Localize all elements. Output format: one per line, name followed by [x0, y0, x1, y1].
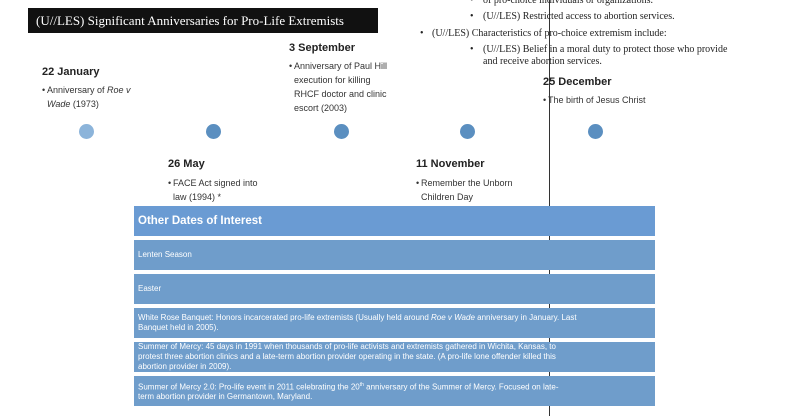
event-text: Remember the Unborn [416, 176, 513, 190]
background-text: and receive abortion services. [483, 56, 602, 67]
event-date: 25 December [543, 76, 612, 88]
event-date: 3 September [289, 42, 356, 54]
timeline-dot [78, 124, 94, 139]
text-run: Roe v Wade [431, 313, 475, 322]
table-row: Lenten Season [134, 240, 655, 270]
text-run: protest three abortion clinics and a lat… [138, 352, 556, 361]
text-run: Children Day [421, 192, 474, 202]
text-run: (1973) [70, 99, 99, 109]
text-run: th [359, 381, 364, 388]
text-run: RHCF doctor and clinic [294, 89, 387, 99]
event-text: Anniversary of Paul Hill [289, 59, 388, 73]
background-text: (U//LES) Restricted access to abortion s… [470, 11, 675, 23]
text-run: Lenten Season [138, 250, 192, 259]
text-run: term abortion provider in Germantown, Ma… [138, 392, 313, 402]
text-run: White Rose Banquet: Honors incarcerated … [138, 313, 432, 322]
text-run: abortion provider in 2009). [138, 362, 232, 371]
background-text: (U//LES) Belief in a moral duty to prote… [470, 44, 727, 56]
text-run: law (1994) * [173, 192, 222, 202]
row-line: protest three abortion clinics and a lat… [138, 352, 651, 362]
event-text: law (1994) * [173, 190, 221, 204]
timeline-dot [587, 124, 603, 139]
text-run: Summer of Mercy 2.0: Pro-life event in 2… [138, 382, 360, 392]
text-run: Easter [138, 284, 162, 293]
event-text: Wade (1973) [47, 97, 99, 111]
table-row: White Rose Banquet: Honors incarcerated … [134, 308, 655, 338]
table-title: Other Dates of Interest [134, 206, 655, 236]
row-line: Summer of Mercy 2.0: Pro-life event in 2… [138, 380, 651, 393]
background-text: of pro-choice individuals or organizatio… [470, 0, 653, 7]
event-date: 26 May [168, 158, 205, 170]
row-line: term abortion provider in Germantown, Ma… [138, 392, 651, 402]
event-date: 22 January [42, 66, 100, 78]
text-run: Summer of Mercy: 45 days in 1991 when th… [138, 342, 556, 351]
text-run: Anniversary of Paul Hill [294, 61, 388, 71]
event-text: RHCF doctor and clinic [294, 87, 387, 101]
timeline-dot [333, 124, 349, 139]
background-text: (U//LES) Characteristics of pro-choice e… [420, 28, 667, 40]
text-run: Remember the Unborn [421, 178, 513, 188]
event-text: Children Day [421, 190, 473, 204]
text-run: Banquet held in 2005). [138, 323, 219, 332]
text-run: Roe v [107, 85, 131, 95]
row-line: Easter [138, 284, 651, 294]
row-line: abortion provider in 2009). [138, 362, 651, 372]
text-run: FACE Act signed into [173, 178, 258, 188]
event-date: 11 November [416, 158, 485, 170]
row-line: Summer of Mercy: 45 days in 1991 when th… [138, 342, 651, 352]
timeline-dot [205, 124, 221, 139]
row-line: White Rose Banquet: Honors incarcerated … [138, 313, 651, 323]
text-run: The birth of Jesus Christ [548, 95, 646, 105]
header-title: (U//LES) Significant Anniversaries for P… [28, 8, 378, 33]
row-line: Banquet held in 2005). [138, 323, 651, 333]
table-row: Summer of Mercy: 45 days in 1991 when th… [134, 342, 655, 372]
text-run: anniversary in January. Last [474, 313, 577, 322]
event-text: execution for killing [294, 73, 371, 87]
table-row: Summer of Mercy 2.0: Pro-life event in 2… [134, 376, 655, 406]
event-text: escort (2003) [294, 101, 347, 115]
text-run: execution for killing [294, 75, 371, 85]
event-text: FACE Act signed into [168, 176, 258, 190]
event-text: Anniversary of Roe v [42, 83, 131, 97]
table-row: Easter [134, 274, 655, 304]
row-line: Lenten Season [138, 250, 651, 260]
text-run: Anniversary of [47, 85, 108, 95]
text-run: Wade [47, 99, 71, 109]
timeline-dot [459, 124, 475, 139]
event-text: The birth of Jesus Christ [543, 93, 646, 107]
text-run: anniversary of the Summer of Mercy. Focu… [363, 382, 559, 392]
text-run: escort (2003) [294, 103, 348, 113]
